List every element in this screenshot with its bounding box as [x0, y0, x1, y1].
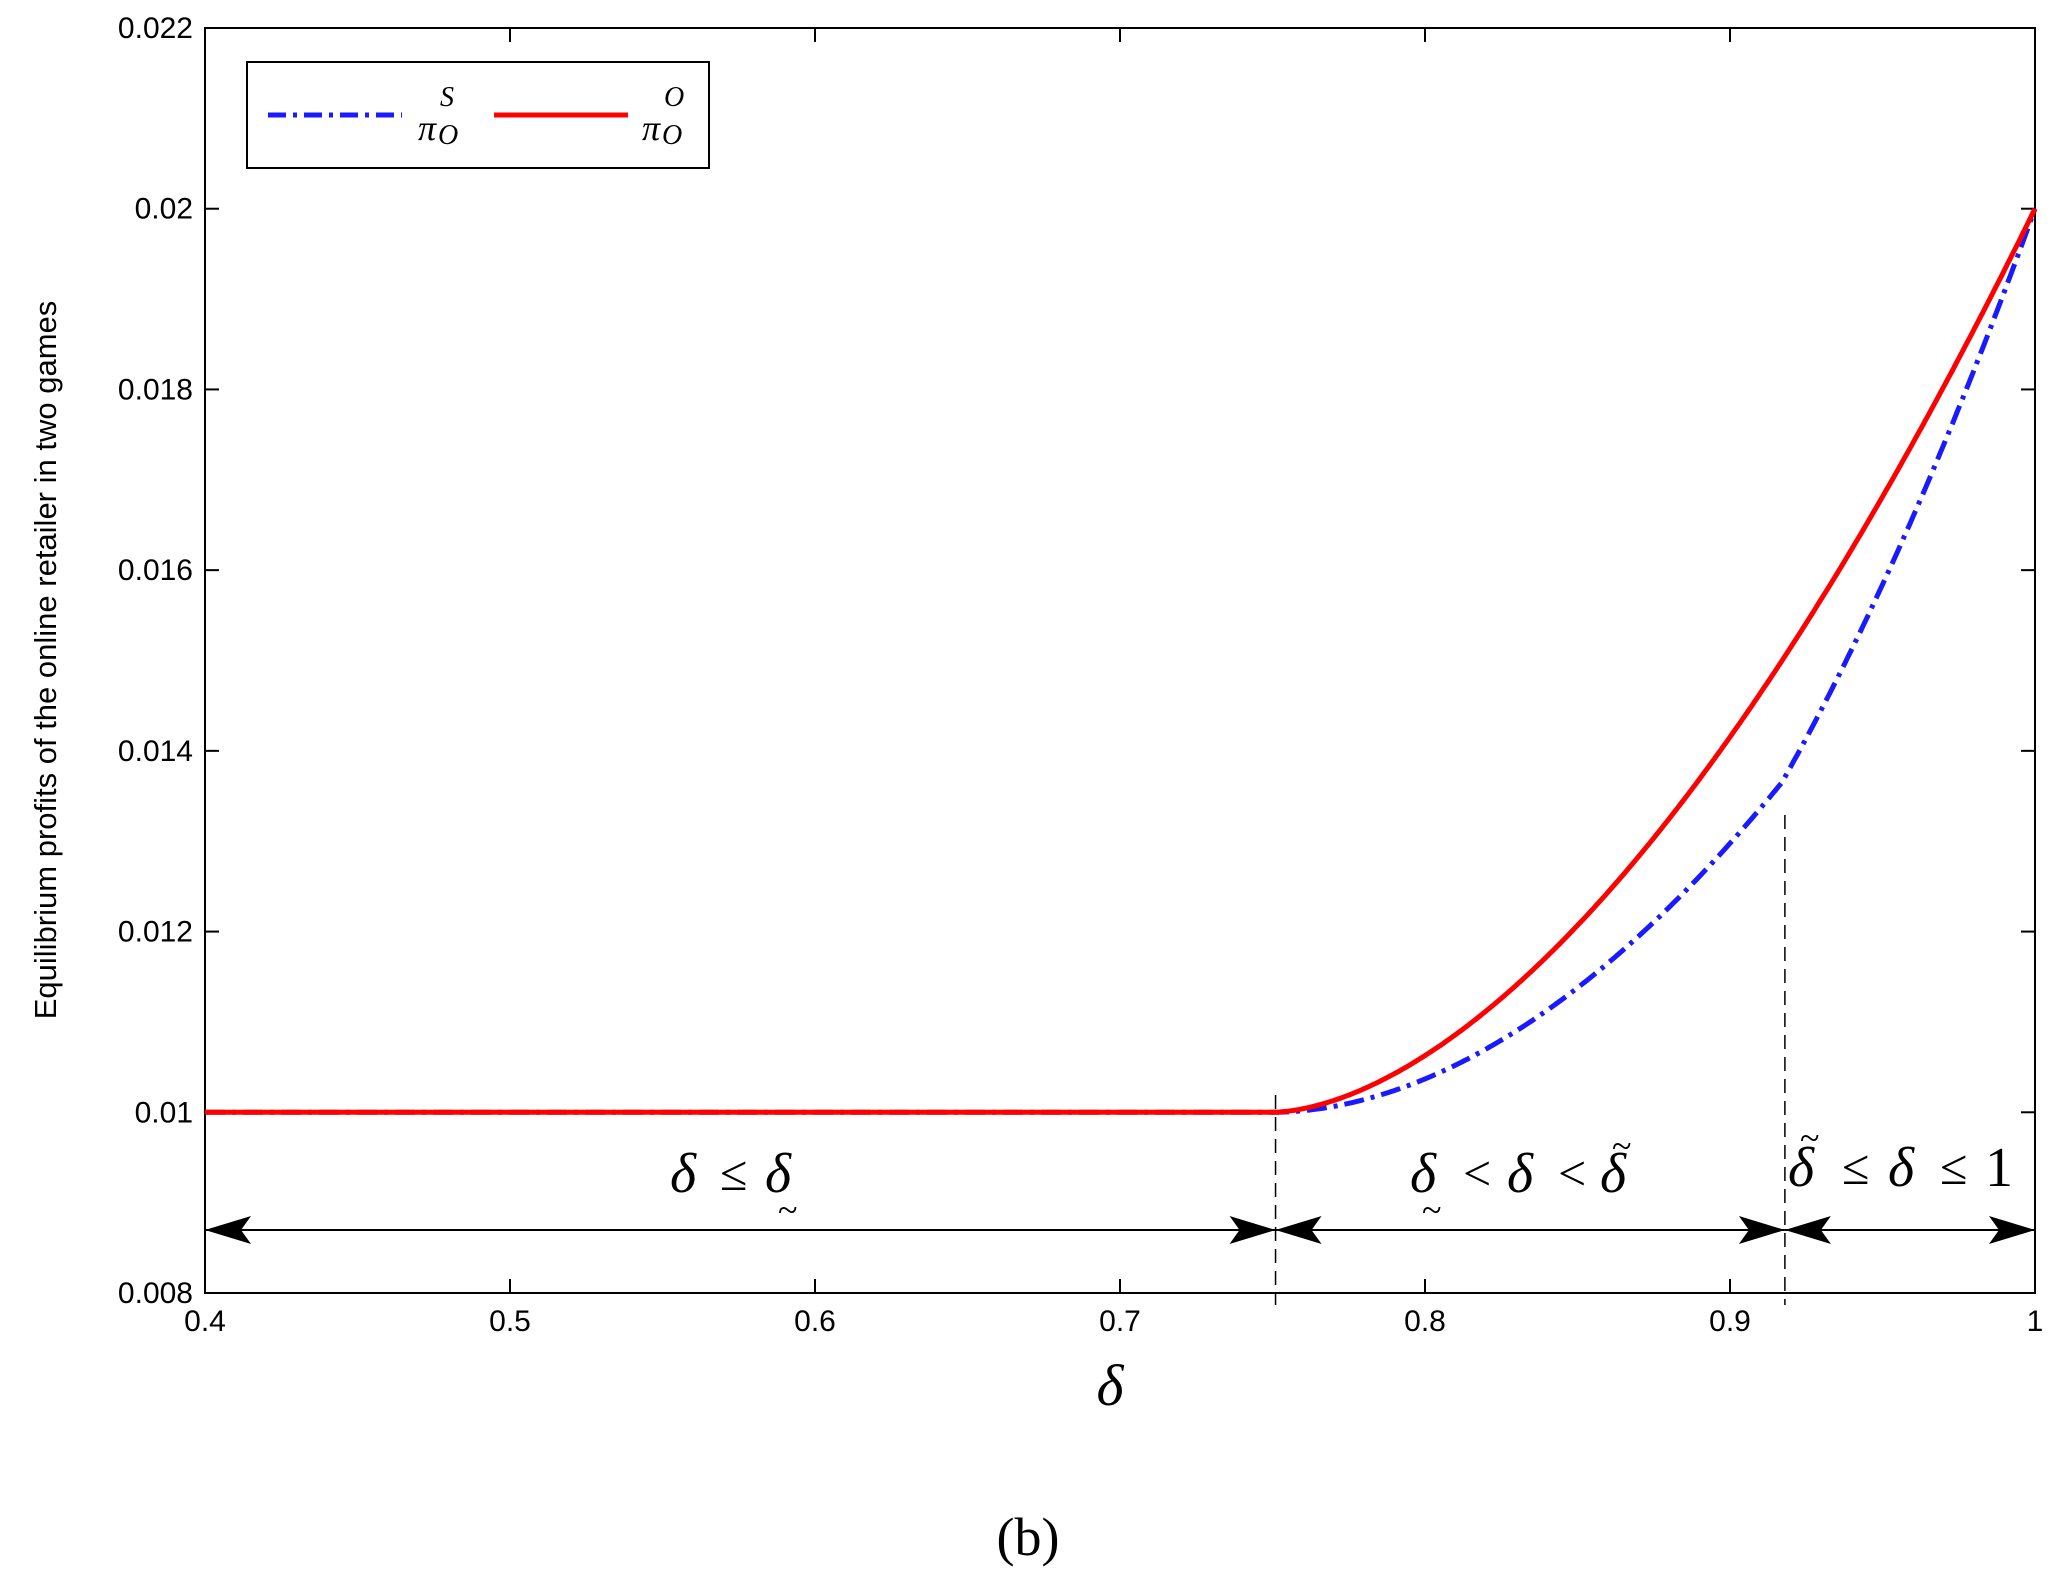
series-line-1	[205, 207, 2038, 1115]
region-2-delta-lower: δ	[1410, 1143, 1437, 1205]
legend-2-sup: O	[664, 82, 684, 113]
region-2-tilde-above: ~	[1612, 1126, 1631, 1166]
region-label-3: δ ~ ≤ δ ≤ 1	[1788, 1118, 2013, 1199]
region-1-delta-lower: δ	[765, 1143, 792, 1205]
x-tick-label: 0.9	[1709, 1305, 1751, 1338]
x-tick-label: 1	[2027, 1305, 2044, 1338]
legend: π S O π O O	[246, 61, 710, 169]
tick-group	[204, 27, 2036, 1294]
x-tick-label: 0.5	[489, 1305, 531, 1338]
region-2-delta-upper: δ	[1600, 1143, 1627, 1205]
region-arrowhead-right	[1229, 1216, 1276, 1244]
y-tick-labels: 0.008 0.01 0.012 0.014 0.016 0.018 0.02 0.022	[118, 12, 193, 1310]
x-tick-label: 0.8	[1404, 1305, 1446, 1338]
legend-2-sub: O	[662, 120, 682, 151]
region-arrowhead-left	[1784, 1216, 1831, 1244]
region-label-2: δ ~ < δ < δ ~	[1410, 1126, 1631, 1230]
y-tick-label: 0.012	[118, 916, 193, 949]
legend-label-series-2: π O O	[642, 82, 684, 151]
region-2-tilde-below: ~	[1422, 1190, 1441, 1230]
region-arrowhead-right	[1738, 1216, 1785, 1244]
region-1-tilde-below: ~	[778, 1190, 797, 1230]
legend-2-main: π	[642, 108, 661, 148]
threshold-lines	[1274, 815, 1786, 1305]
region-3-leq2: ≤	[1940, 1139, 1967, 1195]
region-arrowhead-right	[1989, 1216, 2035, 1244]
x-tick-label: 0.7	[1099, 1305, 1141, 1338]
series-line-2	[205, 207, 2038, 1115]
region-1-leq: ≤	[720, 1145, 747, 1201]
panel-label: (b)	[997, 1507, 1060, 1567]
region-3-delta: δ	[1888, 1137, 1915, 1199]
region-arrowhead-left	[1275, 1216, 1322, 1244]
region-arrowhead-left	[205, 1216, 251, 1244]
x-tick-labels: 0.4 0.5 0.6 0.7 0.8 0.9 1	[184, 1305, 2043, 1338]
region-arrows	[205, 1216, 2035, 1244]
region-3-leq1: ≤	[1842, 1139, 1869, 1195]
x-axis-label: δ	[1097, 1353, 1125, 1418]
y-tick-label: 0.02	[135, 193, 193, 226]
y-tick-label: 0.014	[118, 735, 193, 768]
region-label-1: δ ≤ δ ~	[670, 1143, 797, 1230]
region-3-delta-upper: δ	[1788, 1137, 1815, 1199]
region-2-lt2: <	[1558, 1145, 1586, 1201]
legend-1-main: π	[418, 108, 437, 148]
region-2-lt1: <	[1463, 1145, 1491, 1201]
x-tick-label: 0.6	[794, 1305, 836, 1338]
y-tick-label: 0.016	[118, 554, 193, 587]
region-3-tilde-above: ~	[1800, 1118, 1819, 1158]
legend-1-sup: S	[440, 82, 454, 113]
x-tick-label: 0.4	[184, 1305, 226, 1338]
plot-frame	[204, 27, 2036, 1294]
legend-1-sub: O	[438, 120, 458, 151]
y-tick-label: 0.01	[135, 1096, 193, 1129]
y-tick-label: 0.022	[118, 12, 193, 45]
y-tick-label: 0.018	[118, 373, 193, 406]
y-tick-label: 0.008	[118, 1277, 193, 1310]
series-lines	[205, 207, 2038, 1115]
region-1-delta: δ	[670, 1143, 697, 1205]
legend-label-series-1: π S O	[418, 82, 458, 151]
y-axis-label: Equilibrium profits of the online retail…	[28, 301, 63, 1020]
region-2-delta: δ	[1507, 1143, 1534, 1205]
legend-box	[246, 61, 710, 169]
region-3-one: 1	[1985, 1137, 2013, 1199]
